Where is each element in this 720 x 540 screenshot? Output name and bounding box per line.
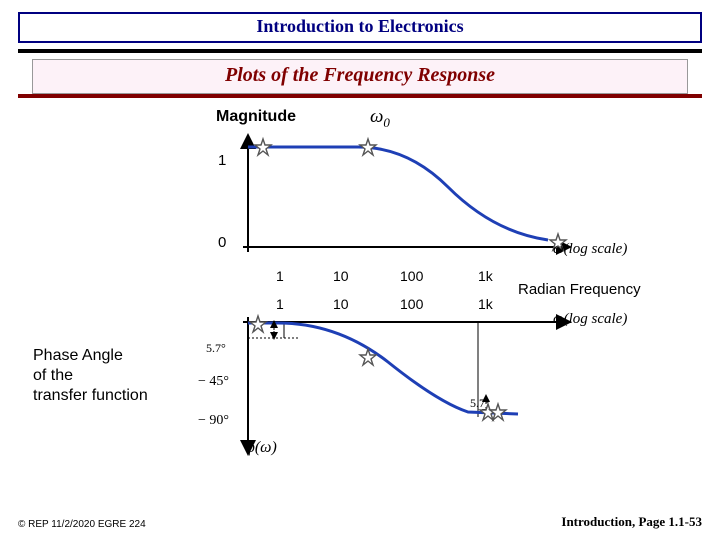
phase-label-line2: of the — [33, 366, 148, 386]
phase-label-line1: Phase Angle — [33, 346, 148, 366]
phase-y-57top: 5.7° — [206, 341, 226, 356]
mag-xtick-1k: 1k — [478, 268, 493, 284]
mag-xtick-1: 1 — [276, 268, 284, 284]
omega0-sub: 0 — [383, 115, 390, 130]
course-title-text: Introduction to Electronics — [256, 16, 463, 36]
magnitude-label: Magnitude — [216, 108, 296, 126]
phase-label-line3: transfer function — [33, 386, 148, 406]
phase-xtick-1k: 1k — [478, 296, 493, 312]
footer-right: Introduction, Page 1.1-53 — [561, 514, 702, 530]
footer-left: © REP 11/2/2020 EGRE 224 — [18, 519, 146, 530]
subtitle-wrap: Plots of the Frequency Response — [18, 59, 702, 98]
mag-xtick-10: 10 — [333, 268, 349, 284]
phase-plot — [238, 312, 578, 462]
phase-angle-label: Phase Angle of the transfer function — [33, 346, 148, 406]
mag-ytick-0: 0 — [218, 234, 226, 251]
phase-xtick-100: 100 — [400, 296, 423, 312]
omega0-char: ω — [370, 106, 383, 127]
mag-ytick-1: 1 — [218, 152, 226, 169]
phase-xtick-10: 10 — [333, 296, 349, 312]
phi-omega-label: φ(ω) — [246, 439, 277, 457]
mag-omega-log-label: ω(log scale) — [553, 241, 627, 258]
radian-frequency-label: Radian Frequency — [518, 281, 641, 298]
title-rule — [18, 49, 702, 53]
slide-title-banner: Plots of the Frequency Response — [32, 59, 688, 94]
omega0-symbol: ω0 — [370, 106, 390, 131]
phase-xtick-1: 1 — [276, 296, 284, 312]
content-area: Magnitude ω0 1 0 — [18, 106, 702, 496]
mag-xtick-100: 100 — [400, 268, 423, 284]
slide-title-text: Plots of the Frequency Response — [225, 64, 495, 86]
magnitude-plot — [238, 132, 578, 272]
course-title-banner: Introduction to Electronics — [18, 12, 702, 43]
phase-y-57bot: 5.7° — [470, 396, 490, 411]
phase-y-m90: − 90° — [198, 413, 229, 429]
phase-y-m45: − 45° — [198, 374, 229, 390]
